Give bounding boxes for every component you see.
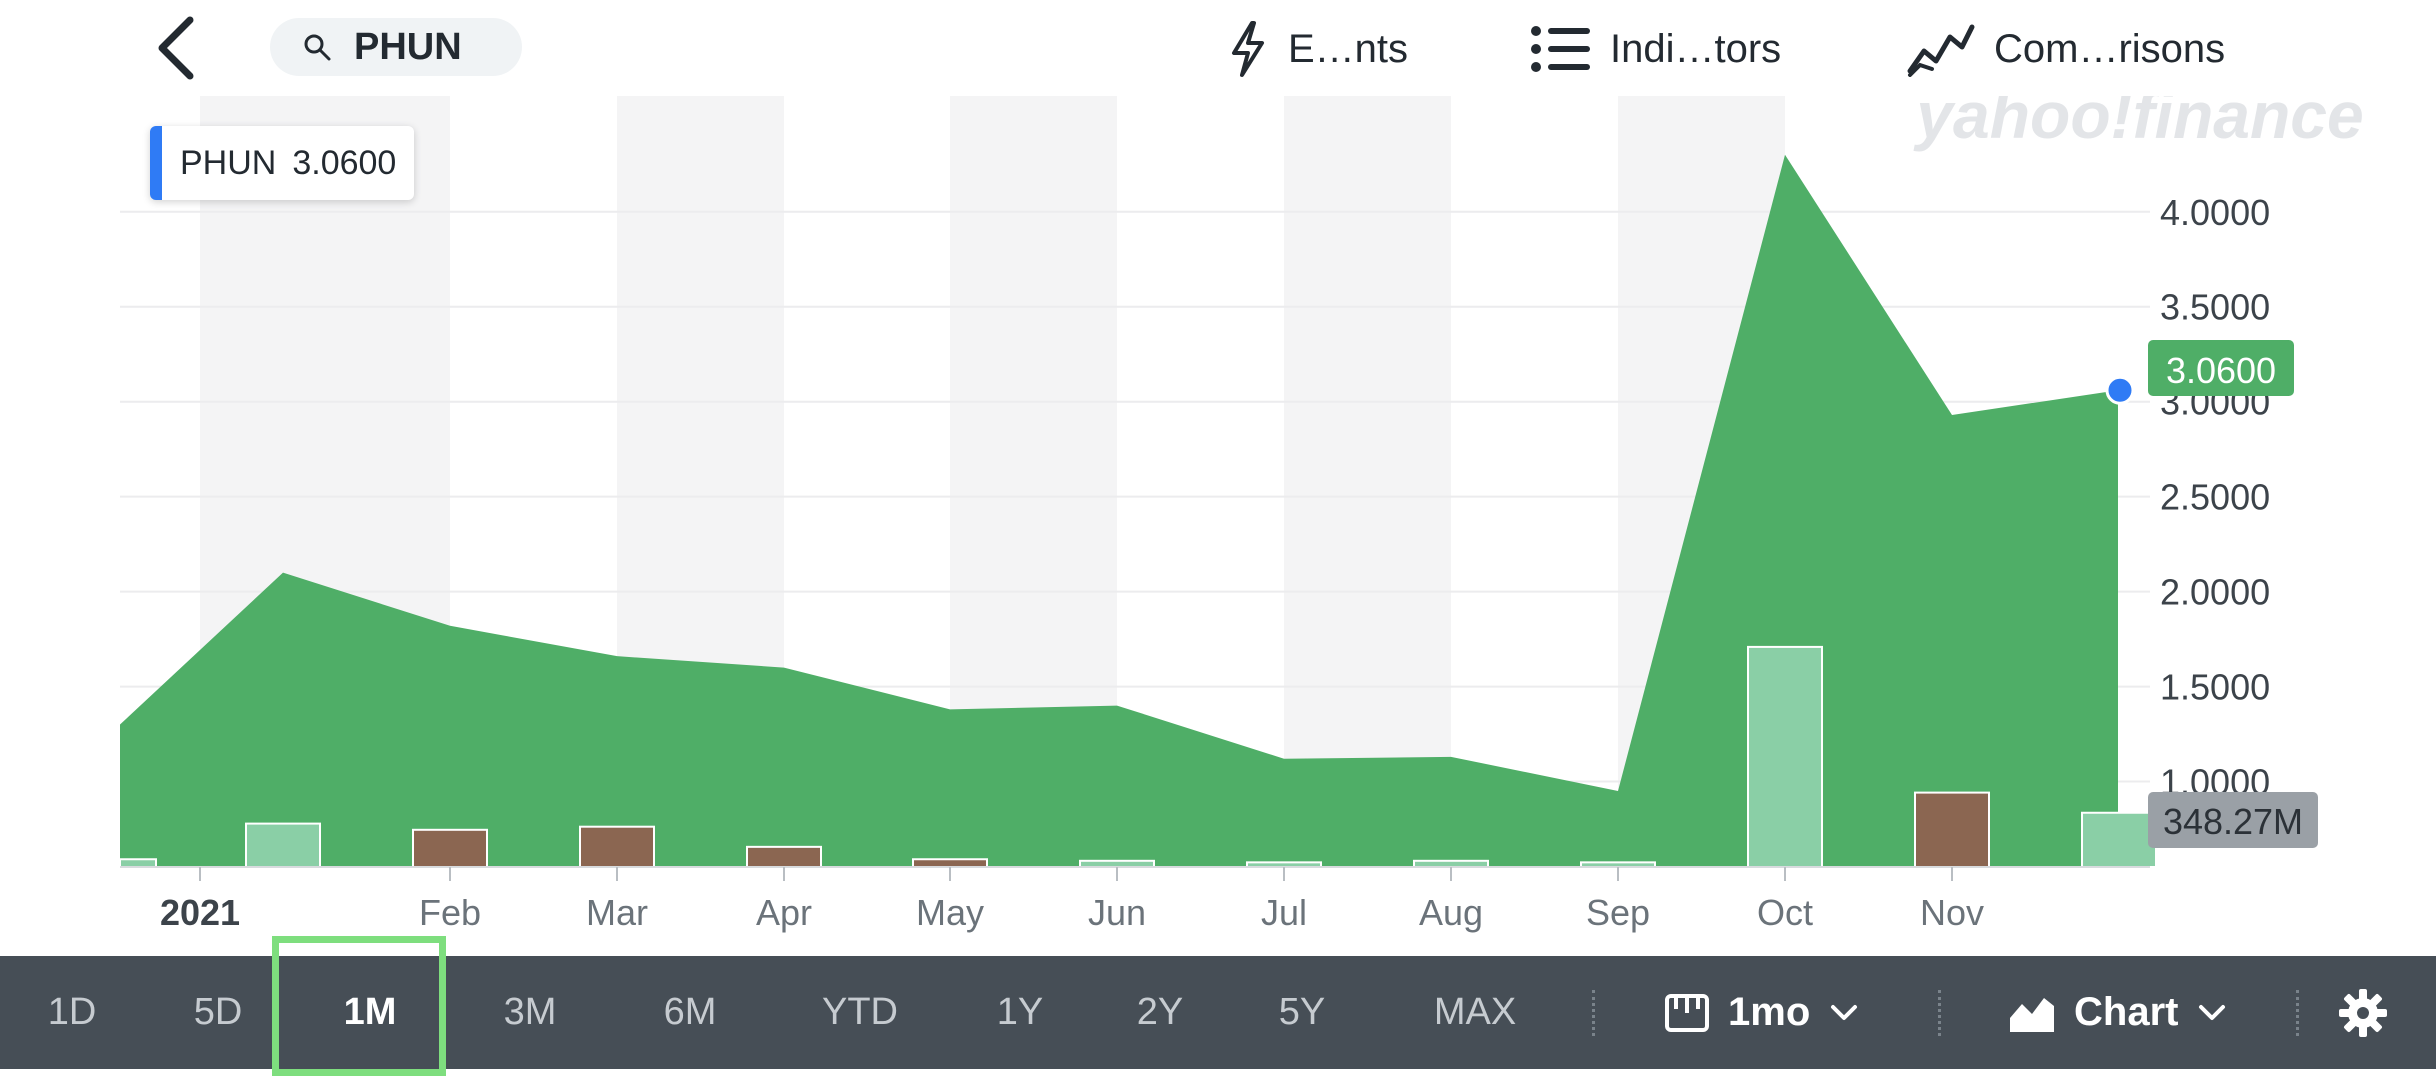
x-tick-label: Jul (1261, 892, 1307, 933)
events-label: E…nts (1288, 26, 1409, 71)
toolbar-separator (1592, 990, 1595, 1036)
chart-toolbar: PHUN E…nts Indi…tors Com…risons (0, 0, 2436, 96)
interval-dropdown[interactable]: 1mo (1664, 956, 1876, 1069)
back-button[interactable] (150, 14, 206, 82)
chevron-down-icon (2199, 1004, 2226, 1020)
search-symbol-text: PHUN (354, 25, 462, 68)
volume-bar (119, 858, 157, 868)
x-tick-label: May (916, 892, 984, 933)
x-tick-label: Feb (419, 892, 481, 933)
chevron-down-icon (1831, 1004, 1858, 1020)
x-tick-label: Apr (756, 892, 812, 933)
volume-bar (245, 822, 321, 868)
x-tick-label: Sep (1586, 892, 1650, 933)
range-6m-button[interactable]: 6M (663, 991, 717, 1033)
events-button[interactable]: E…nts (1226, 14, 1408, 84)
comparisons-label: Com…risons (1994, 26, 2226, 71)
tooltip-series-color (150, 126, 162, 200)
indicators-label: Indi…tors (1610, 26, 1782, 71)
range-3m-button[interactable]: 3M (503, 991, 557, 1033)
chart-type-label: Chart (2074, 990, 2179, 1034)
search-icon (304, 34, 331, 61)
range-toolbar: 1D 5D 1M 3M 6M YTD 1Y 2Y 5Y MAX 1mo Char… (0, 956, 2436, 1069)
volume-bar (746, 845, 822, 868)
y-tick-label: 2.5000 (2160, 477, 2270, 518)
last-volume-tag: 348.27M (2148, 792, 2318, 848)
range-5y-button[interactable]: 5Y (1278, 991, 1326, 1033)
tooltip-value: 3.0600 (292, 143, 397, 182)
comparison-chart-icon (1907, 24, 1975, 77)
y-axis-ticks: 4.00003.50003.00002.50002.00001.50001.00… (2160, 192, 2270, 803)
list-icon (1531, 26, 1590, 72)
price-area (120, 154, 2118, 867)
last-volume-label: 348.27M (2163, 801, 2303, 842)
volume-bar (2081, 811, 2157, 868)
y-tick-label: 3.5000 (2160, 287, 2270, 328)
settings-gear-icon[interactable] (2338, 988, 2388, 1038)
volume-bar (912, 858, 988, 868)
range-5d-button[interactable]: 5D (193, 991, 243, 1033)
yahoo-finance-watermark: yahoo!finance (1913, 96, 2363, 152)
last-price-label: 3.0600 (2166, 350, 2276, 391)
x-tick-label: Jun (1088, 892, 1146, 933)
range-ytd-button[interactable]: YTD (822, 991, 898, 1033)
volume-bar (1914, 791, 1990, 868)
range-1m-button[interactable]: 1M (343, 991, 397, 1033)
symbol-search[interactable]: PHUN (270, 18, 522, 76)
month-band (1284, 96, 1451, 867)
range-2y-button[interactable]: 2Y (1136, 991, 1184, 1033)
last-price-tag: 3.0600 (2148, 340, 2294, 396)
last-price-point (2105, 375, 2135, 405)
y-tick-label: 1.5000 (2160, 667, 2270, 708)
x-tick-label: Oct (1757, 892, 1813, 933)
price-chart[interactable]: yahoo!finance 2021 Feb Mar Apr May Jun Jul Aug S… (0, 96, 2436, 956)
volume-bar (1747, 645, 1823, 869)
indicators-button[interactable]: Indi…tors (1530, 14, 1781, 84)
price-tooltip: PHUN 3.0600 (150, 126, 415, 200)
volume-bar (579, 825, 655, 869)
toolbar-separator (1938, 990, 1941, 1036)
range-1y-button[interactable]: 1Y (996, 991, 1044, 1033)
x-tick-label: Nov (1920, 892, 1984, 933)
ruler-icon (1665, 993, 1709, 1032)
back-chevron-icon (158, 16, 194, 80)
volume-bars (119, 645, 2157, 869)
area-chart-icon (2010, 997, 2054, 1032)
x-tick-label: 2021 (160, 892, 240, 933)
interval-label: 1mo (1728, 990, 1811, 1034)
y-tick-label: 4.0000 (2160, 192, 2270, 233)
y-tick-label: 2.0000 (2160, 572, 2270, 613)
x-axis-ticks: 2021 Feb Mar Apr May Jun Jul Aug Sep Oct Nov (160, 867, 1984, 933)
price-chart-svg: yahoo!finance 2021 Feb Mar Apr May Jun Jul Aug S… (119, 96, 2364, 933)
toolbar-separator (2296, 990, 2299, 1036)
volume-bar (412, 828, 488, 868)
tooltip-symbol: PHUN (180, 143, 277, 182)
x-tick-label: Aug (1419, 892, 1483, 933)
lightning-icon (1232, 21, 1264, 77)
range-1d-button[interactable]: 1D (47, 991, 97, 1033)
chart-type-dropdown[interactable]: Chart (2008, 956, 2244, 1069)
comparisons-button[interactable]: Com…risons (1906, 14, 2225, 84)
range-max-button[interactable]: MAX (1433, 991, 1517, 1033)
x-tick-label: Mar (586, 892, 648, 933)
